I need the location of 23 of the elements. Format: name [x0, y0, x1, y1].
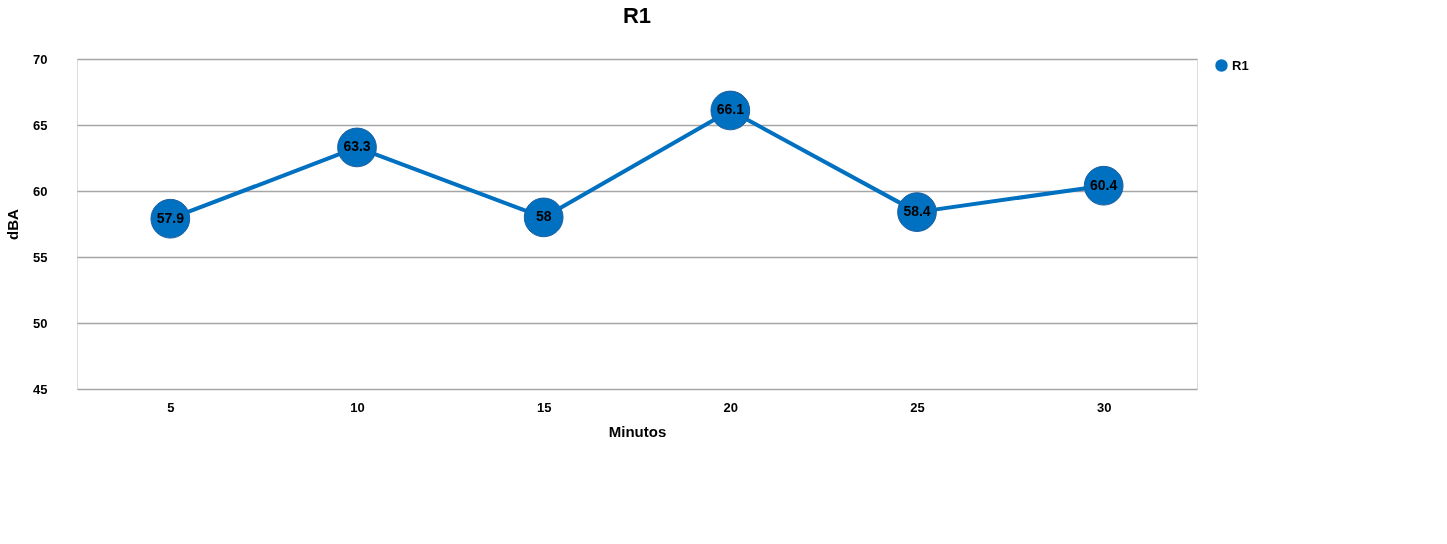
y-tick-label: 60 — [33, 183, 48, 199]
data-label: 58 — [535, 208, 552, 225]
y-tick-label: 55 — [33, 249, 48, 265]
y-axis-title: dBA — [4, 208, 22, 240]
data-label: 63.3 — [343, 138, 371, 155]
x-tick-label: 25 — [910, 399, 925, 415]
point — [523, 197, 564, 238]
data-label: 58.4 — [903, 203, 931, 220]
x-tick-label: 20 — [723, 399, 739, 415]
data-label: 66.1 — [716, 101, 745, 118]
y-tick-label: 70 — [33, 51, 48, 67]
x-tick-label: 15 — [536, 399, 552, 415]
y-tick-label: 50 — [33, 315, 48, 331]
x-tick-label: 10 — [350, 399, 365, 415]
x-tick-label: 5 — [167, 399, 175, 415]
data-label: 57.9 — [156, 209, 185, 226]
y-tick-label: 65 — [33, 117, 48, 133]
x-axis-title: Minutos — [608, 422, 667, 440]
legend-label: R1 — [1232, 57, 1249, 73]
x-tick-label: 30 — [1096, 399, 1112, 415]
data-label: 60.4 — [1090, 176, 1118, 193]
y-tick-label: 45 — [33, 381, 48, 397]
chart-title: R1 — [622, 3, 652, 28]
